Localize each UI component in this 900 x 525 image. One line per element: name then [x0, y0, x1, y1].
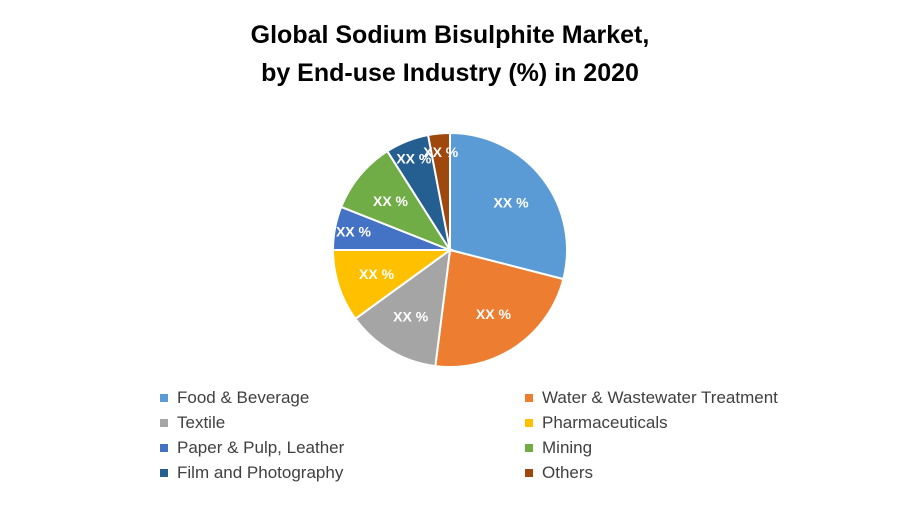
legend-item-textile: Textile	[160, 412, 525, 434]
legend-swatch	[160, 419, 168, 427]
data-label-film-and-photography: XX %	[396, 151, 432, 167]
legend-swatch	[525, 444, 533, 452]
legend-label: Textile	[177, 413, 226, 432]
legend-item-water-and-wastewater-treatment: Water & Wastewater Treatment	[525, 387, 840, 409]
legend-swatch	[160, 394, 168, 402]
pie-slice-pharmaceuticals	[331, 249, 454, 321]
legend-label: Film and Photography	[177, 463, 344, 482]
legend-item-others: Others	[525, 462, 840, 484]
legend-item-pharmaceuticals: Pharmaceuticals	[525, 412, 840, 434]
legend-item-food-and-beverage: Food & Beverage	[160, 387, 525, 409]
data-label-pharmaceuticals: XX %	[359, 266, 395, 282]
legend-label: Paper & Pulp, Leather	[177, 438, 345, 457]
pie-slice-food-and-beverage	[449, 131, 568, 281]
legend-swatch	[525, 469, 533, 477]
legend-label: Others	[542, 463, 594, 482]
chart-title-line-1: Global Sodium Bisulphite Market,	[250, 21, 650, 49]
data-label-others: XX %	[423, 144, 459, 160]
legend-label: Pharmaceuticals	[542, 413, 668, 432]
chart-legend: Food & Beverage Water & Wastewater Treatm…	[160, 387, 840, 484]
legend-label: Water & Wastewater Treatment	[542, 388, 778, 407]
legend-swatch	[160, 469, 168, 477]
legend-item-paper-and-pulp-leather: Paper & Pulp, Leather	[160, 437, 525, 459]
legend-swatch	[525, 394, 533, 402]
pie-slice-water-and-wastewater-treatment	[434, 248, 565, 368]
chart-title: Global Sodium Bisulphite Market, by End-…	[0, 16, 900, 92]
legend-swatch	[160, 444, 168, 452]
data-label-paper-and-pulp-leather: XX %	[336, 224, 372, 240]
pie-slice-others	[426, 131, 451, 251]
legend-swatch	[525, 419, 533, 427]
pie-slice-textile	[353, 247, 452, 368]
legend-label: Food & Beverage	[177, 388, 310, 407]
data-label-textile: XX %	[393, 308, 429, 324]
legend-item-mining: Mining	[525, 437, 840, 459]
legend-item-film-and-photography: Film and Photography	[160, 462, 525, 484]
legend-label: Mining	[542, 438, 593, 457]
chart-title-line-2: by End-use Industry (%) in 2020	[261, 59, 639, 87]
data-label-mining: XX %	[373, 193, 409, 209]
pie-slice-mining	[339, 149, 453, 253]
data-label-water-and-wastewater-treatment: XX %	[476, 306, 512, 322]
data-label-food-and-beverage: XX %	[494, 195, 530, 211]
